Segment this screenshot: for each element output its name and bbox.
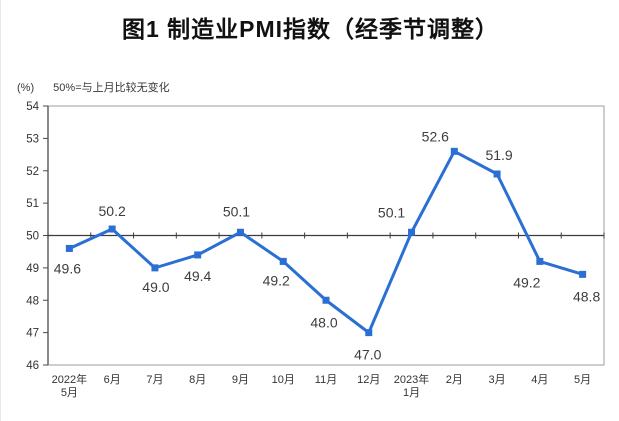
data-point-label: 47.0 [354, 347, 381, 363]
y-tick-label: 52 [26, 166, 39, 178]
data-point-label: 49.2 [513, 274, 540, 290]
data-point-label: 51.9 [485, 147, 512, 163]
data-point-label: 49.2 [263, 272, 290, 288]
data-point-label: 48.8 [573, 288, 600, 304]
note-row: (%) 50%=与上月比较无变化 [17, 79, 170, 95]
data-point-marker [236, 228, 244, 236]
x-tick-label: 8月 [189, 374, 206, 386]
x-tick-label: 2022年 [52, 372, 87, 386]
x-tick-label: 4月 [531, 374, 548, 386]
baseline-note: 50%=与上月比较无变化 [53, 82, 170, 94]
x-tick-label: 5月 [61, 387, 78, 399]
x-tick-label: 10月 [272, 374, 295, 386]
data-point-marker [322, 296, 330, 304]
data-point-marker [151, 264, 159, 272]
y-tick-label: 53 [26, 133, 39, 145]
data-point-marker [194, 251, 202, 259]
y-axis-unit-label: (%) [17, 82, 35, 94]
data-point-marker [279, 257, 287, 265]
data-point-label: 52.6 [422, 128, 449, 144]
data-point-label: 50.1 [378, 204, 405, 220]
data-point-marker [450, 147, 458, 155]
x-tick-label: 7月 [146, 374, 163, 386]
y-tick-label: 47 [26, 328, 39, 340]
data-point-label: 49.6 [54, 260, 81, 276]
x-tick-label: 11月 [315, 374, 337, 386]
y-tick-label: 49 [26, 263, 39, 275]
x-tick-label: 5月 [574, 374, 591, 386]
data-point-label: 50.1 [223, 203, 250, 219]
y-tick-label: 46 [26, 360, 39, 372]
data-point-marker [108, 225, 116, 233]
x-tick-label: 9月 [232, 374, 249, 386]
y-tick-label: 54 [26, 101, 39, 113]
pmi-series-line [67, 149, 585, 335]
data-point-label: 49.0 [142, 279, 169, 295]
chart-title: 图1 制造业PMI指数（经季节调整） [121, 16, 500, 42]
x-tick-label: 12月 [357, 374, 380, 386]
data-point-marker [65, 244, 73, 252]
data-point-label: 48.0 [310, 314, 337, 330]
data-point-label: 49.4 [184, 268, 211, 284]
data-point-marker [365, 329, 373, 337]
data-point-label: 50.2 [99, 203, 126, 219]
data-point-marker [493, 170, 501, 178]
y-tick-label: 50 [26, 231, 39, 243]
x-tick-label: 3月 [489, 374, 506, 386]
y-tick-label: 51 [26, 198, 39, 210]
data-point-marker [536, 257, 544, 265]
x-tick-label: 2月 [446, 374, 463, 386]
x-tick-label: 2023年 [394, 372, 429, 386]
y-tick-label: 48 [26, 295, 39, 307]
x-tick-label: 6月 [104, 374, 121, 386]
x-tick-label: 1月 [403, 387, 420, 399]
data-point-marker [408, 228, 416, 236]
data-point-marker [579, 270, 587, 278]
